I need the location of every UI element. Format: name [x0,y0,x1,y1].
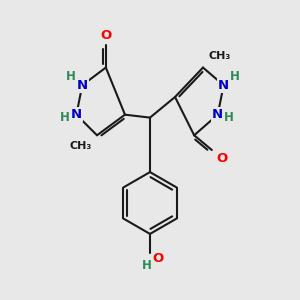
Text: N: N [71,108,82,121]
Text: H: H [230,70,240,83]
Text: N: N [218,79,229,92]
Text: O: O [217,152,228,165]
Text: N: N [212,108,223,121]
Text: H: H [142,259,152,272]
Text: H: H [224,110,234,124]
Text: H: H [66,70,76,83]
Text: O: O [153,252,164,266]
Text: H: H [60,110,70,124]
Text: CH₃: CH₃ [70,142,92,152]
Text: O: O [100,29,112,42]
Text: N: N [77,79,88,92]
Text: CH₃: CH₃ [208,51,230,62]
